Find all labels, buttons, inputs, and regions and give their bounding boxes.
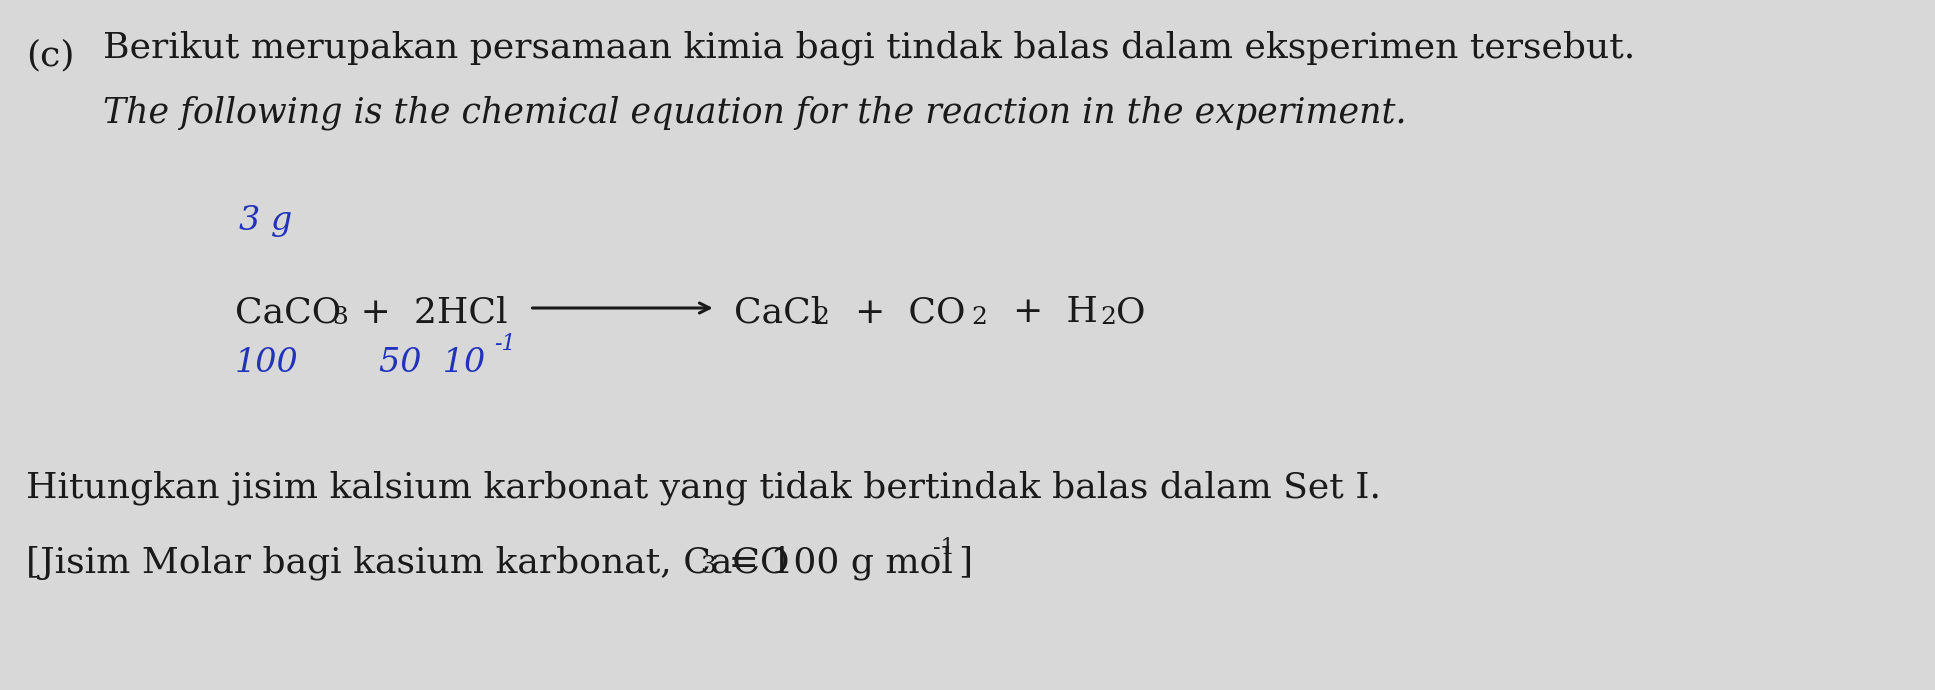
Text: CaCO: CaCO	[234, 295, 341, 329]
Text: +  H: + H	[991, 295, 1097, 329]
Text: 50  10: 50 10	[379, 347, 486, 379]
Text: -1: -1	[933, 537, 956, 559]
Text: -1: -1	[493, 333, 515, 355]
Text: Hitungkan jisim kalsium karbonat yang tidak bertindak balas dalam Set I.: Hitungkan jisim kalsium karbonat yang ti…	[27, 470, 1382, 504]
Text: [Jisim Molar bagi kasium karbonat, CaCO: [Jisim Molar bagi kasium karbonat, CaCO	[27, 545, 789, 580]
Text: ]: ]	[958, 545, 971, 579]
Text: 2: 2	[1101, 306, 1116, 329]
Text: O: O	[1116, 295, 1146, 329]
Text: = 100 g mol: = 100 g mol	[718, 545, 954, 580]
Text: 3: 3	[333, 306, 348, 329]
Text: 3 g: 3 g	[240, 205, 292, 237]
Text: 2: 2	[813, 306, 828, 329]
Text: +  CO: + CO	[832, 295, 966, 329]
Text: +  2HCl: + 2HCl	[350, 295, 509, 329]
Text: Berikut merupakan persamaan kimia bagi tindak balas dalam eksperimen tersebut.: Berikut merupakan persamaan kimia bagi t…	[103, 30, 1635, 64]
Text: (c): (c)	[27, 38, 75, 72]
Text: The following is the chemical equation for the reaction in the experiment.: The following is the chemical equation f…	[103, 95, 1407, 130]
Text: 2: 2	[971, 306, 987, 329]
Text: 3: 3	[700, 555, 716, 578]
Text: 100: 100	[234, 347, 298, 379]
Text: CaCl: CaCl	[735, 295, 822, 329]
